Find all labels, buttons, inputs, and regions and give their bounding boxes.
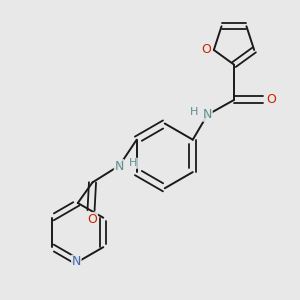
Text: N: N xyxy=(72,255,81,268)
Text: N: N xyxy=(114,160,124,173)
Text: H: H xyxy=(129,158,137,168)
Text: O: O xyxy=(202,44,212,56)
Text: O: O xyxy=(267,93,277,106)
Text: O: O xyxy=(88,213,98,226)
Text: N: N xyxy=(203,108,212,121)
Text: H: H xyxy=(190,107,198,117)
